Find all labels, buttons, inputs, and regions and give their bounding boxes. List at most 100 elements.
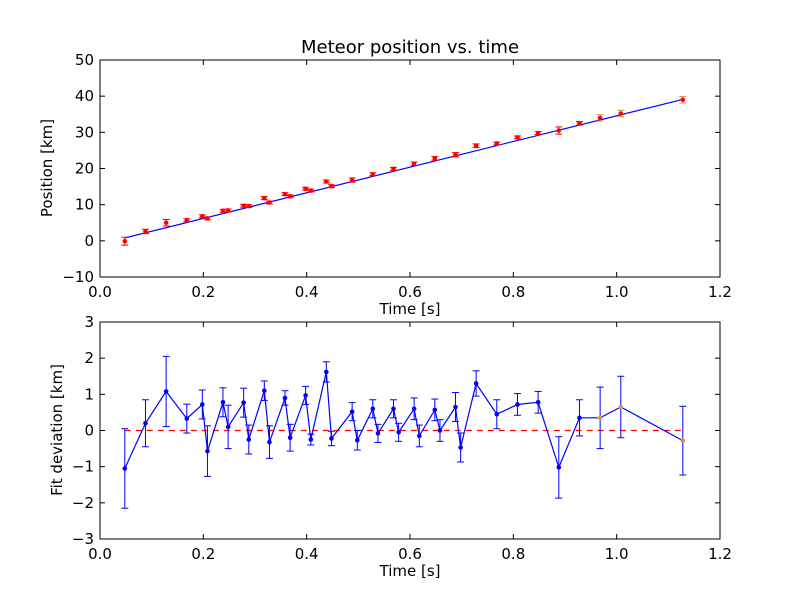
position-point	[535, 130, 541, 136]
y-tick-label: 0	[84, 232, 94, 250]
x-tick-label: 0.8	[501, 283, 525, 301]
position-chart: Meteor position vs. time 0.0 0.2 0.4 0.6 0.8…	[38, 37, 732, 318]
deviation-point	[349, 409, 355, 414]
deviation-point	[417, 433, 422, 439]
position-chart-title: Meteor position vs. time	[301, 37, 519, 58]
deviation-point	[205, 448, 210, 454]
position-point	[246, 203, 252, 209]
position-point	[494, 141, 500, 146]
x-tick-label: 0.8	[501, 545, 525, 563]
position-point	[205, 216, 210, 221]
position-x-axis-label: Time [s]	[379, 300, 441, 318]
deviation-x-ticks: 0.0 0.2 0.4 0.6 0.8 1.0 1.2	[88, 322, 732, 563]
position-point	[163, 220, 169, 226]
deviation-chart: 0.0 0.2 0.4 0.6 0.8 1.0 1.2 −3 −2 −1 0 1 2 3 Time [s…	[48, 313, 732, 580]
x-tick-label: 1.0	[605, 545, 629, 563]
position-point	[618, 111, 624, 116]
position-point	[329, 183, 334, 189]
deviation-point	[432, 407, 438, 413]
x-tick-label: 0.6	[398, 545, 422, 563]
deviation-y-axis-label: Fit deviation [km]	[48, 364, 66, 496]
position-point	[411, 161, 417, 167]
y-tick-label: −10	[62, 268, 94, 286]
deviation-point	[391, 406, 396, 412]
position-point	[577, 120, 582, 126]
position-point	[349, 177, 355, 183]
deviation-point	[122, 466, 128, 471]
deviation-point	[494, 411, 500, 417]
x-tick-label: 1.0	[605, 283, 629, 301]
x-tick-label: 0.0	[88, 283, 112, 301]
deviation-point	[329, 436, 334, 441]
deviation-x-axis-label: Time [s]	[379, 562, 441, 580]
position-point	[597, 115, 603, 121]
deviation-point	[680, 438, 686, 443]
deviation-line	[124, 371, 684, 470]
position-point	[184, 217, 190, 223]
deviation-point	[437, 428, 443, 433]
y-tick-label: 50	[75, 51, 94, 69]
deviation-point	[556, 465, 562, 470]
position-point	[267, 200, 272, 205]
position-point	[241, 203, 246, 209]
deviation-point	[184, 416, 190, 421]
x-tick-label: 1.2	[708, 545, 732, 563]
position-y-axis-label: Position [km]	[38, 119, 56, 217]
position-x-ticks: 0.0 0.2 0.4 0.6 0.8 1.0 1.2	[88, 60, 732, 301]
deviation-plot-area	[121, 355, 687, 509]
y-tick-label: −2	[72, 494, 94, 512]
deviation-point	[143, 420, 148, 426]
deviation-point	[396, 430, 401, 435]
position-point	[391, 166, 396, 172]
position-y-ticks: −10 0 10 20 30 40 50	[62, 51, 720, 286]
x-tick-label: 0.4	[295, 283, 319, 301]
position-point	[220, 208, 226, 214]
y-tick-label: 30	[75, 123, 94, 141]
x-tick-label: 0.6	[398, 283, 422, 301]
y-tick-label: 20	[75, 160, 94, 178]
deviation-point	[411, 406, 417, 412]
deviation-point	[618, 404, 624, 410]
x-tick-label: 0.0	[88, 545, 112, 563]
deviation-point	[225, 424, 231, 430]
deviation-point	[370, 406, 376, 412]
position-axes-frame	[99, 59, 721, 278]
y-tick-label: −3	[72, 530, 94, 548]
y-tick-label: 2	[84, 349, 94, 367]
y-tick-label: 0	[84, 422, 94, 440]
deviation-point	[324, 369, 329, 375]
deviation-point	[262, 388, 267, 394]
x-tick-label: 0.4	[295, 545, 319, 563]
position-point	[324, 179, 329, 184]
position-point	[143, 229, 148, 234]
position-point	[122, 238, 128, 244]
x-tick-label: 0.2	[191, 545, 215, 563]
position-point	[287, 194, 293, 199]
deviation-point	[597, 415, 603, 421]
deviation-point	[282, 395, 288, 401]
position-point	[308, 188, 314, 193]
position-point	[303, 186, 308, 192]
deviation-point	[515, 402, 520, 407]
deviation-point	[287, 435, 293, 441]
position-point	[370, 171, 376, 177]
position-plot-area	[121, 96, 687, 246]
deviation-point	[453, 404, 458, 410]
deviation-point	[355, 437, 360, 443]
deviation-y-ticks: −3 −2 −1 0 1 2 3	[72, 313, 720, 548]
position-point	[432, 156, 438, 161]
deviation-point	[473, 381, 479, 386]
position-point	[515, 135, 520, 140]
deviation-point	[241, 400, 246, 405]
deviation-point	[200, 402, 205, 407]
position-point	[473, 143, 479, 149]
deviation-point	[577, 415, 582, 421]
position-point	[262, 195, 267, 201]
position-point	[282, 191, 288, 197]
deviation-point	[375, 431, 381, 436]
deviation-point	[308, 437, 314, 442]
y-tick-label: 1	[84, 385, 94, 403]
fit-line	[124, 98, 683, 239]
position-point	[225, 208, 231, 213]
